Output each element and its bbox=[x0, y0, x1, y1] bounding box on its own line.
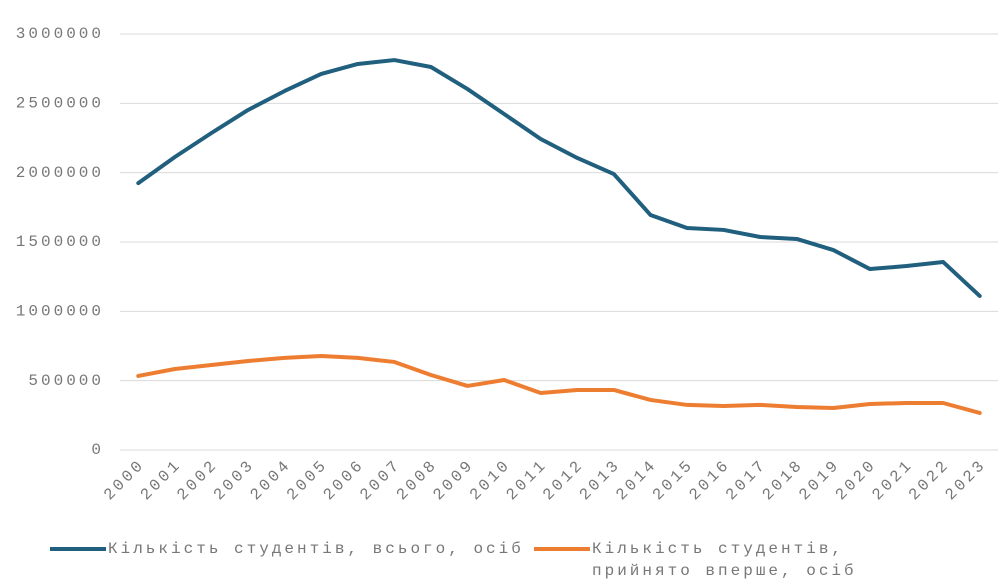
series-line bbox=[136, 353, 982, 415]
y-tick-label: 500000 bbox=[28, 372, 104, 390]
y-tick-label: 3000000 bbox=[16, 25, 104, 43]
y-tick-label: 1500000 bbox=[16, 233, 104, 251]
y-tick-label: 2000000 bbox=[16, 164, 104, 182]
legend-swatch bbox=[534, 547, 590, 551]
y-tick-label: 0 bbox=[91, 441, 104, 459]
legend-item: Кількість студентів, всього, осіб bbox=[50, 538, 524, 560]
legend-label: Кількість студентів, прийнято вперше, ос… bbox=[592, 540, 857, 580]
y-tick-label: 1000000 bbox=[16, 303, 104, 321]
legend-swatch bbox=[50, 547, 106, 551]
legend-label: Кількість студентів, всього, осіб bbox=[108, 540, 524, 558]
x-tick-label: 2023 bbox=[942, 456, 990, 504]
y-tick-label: 2500000 bbox=[16, 95, 104, 113]
legend-item: Кількість студентів, прийнято вперше, ос… bbox=[534, 538, 934, 582]
series-line bbox=[136, 58, 982, 298]
